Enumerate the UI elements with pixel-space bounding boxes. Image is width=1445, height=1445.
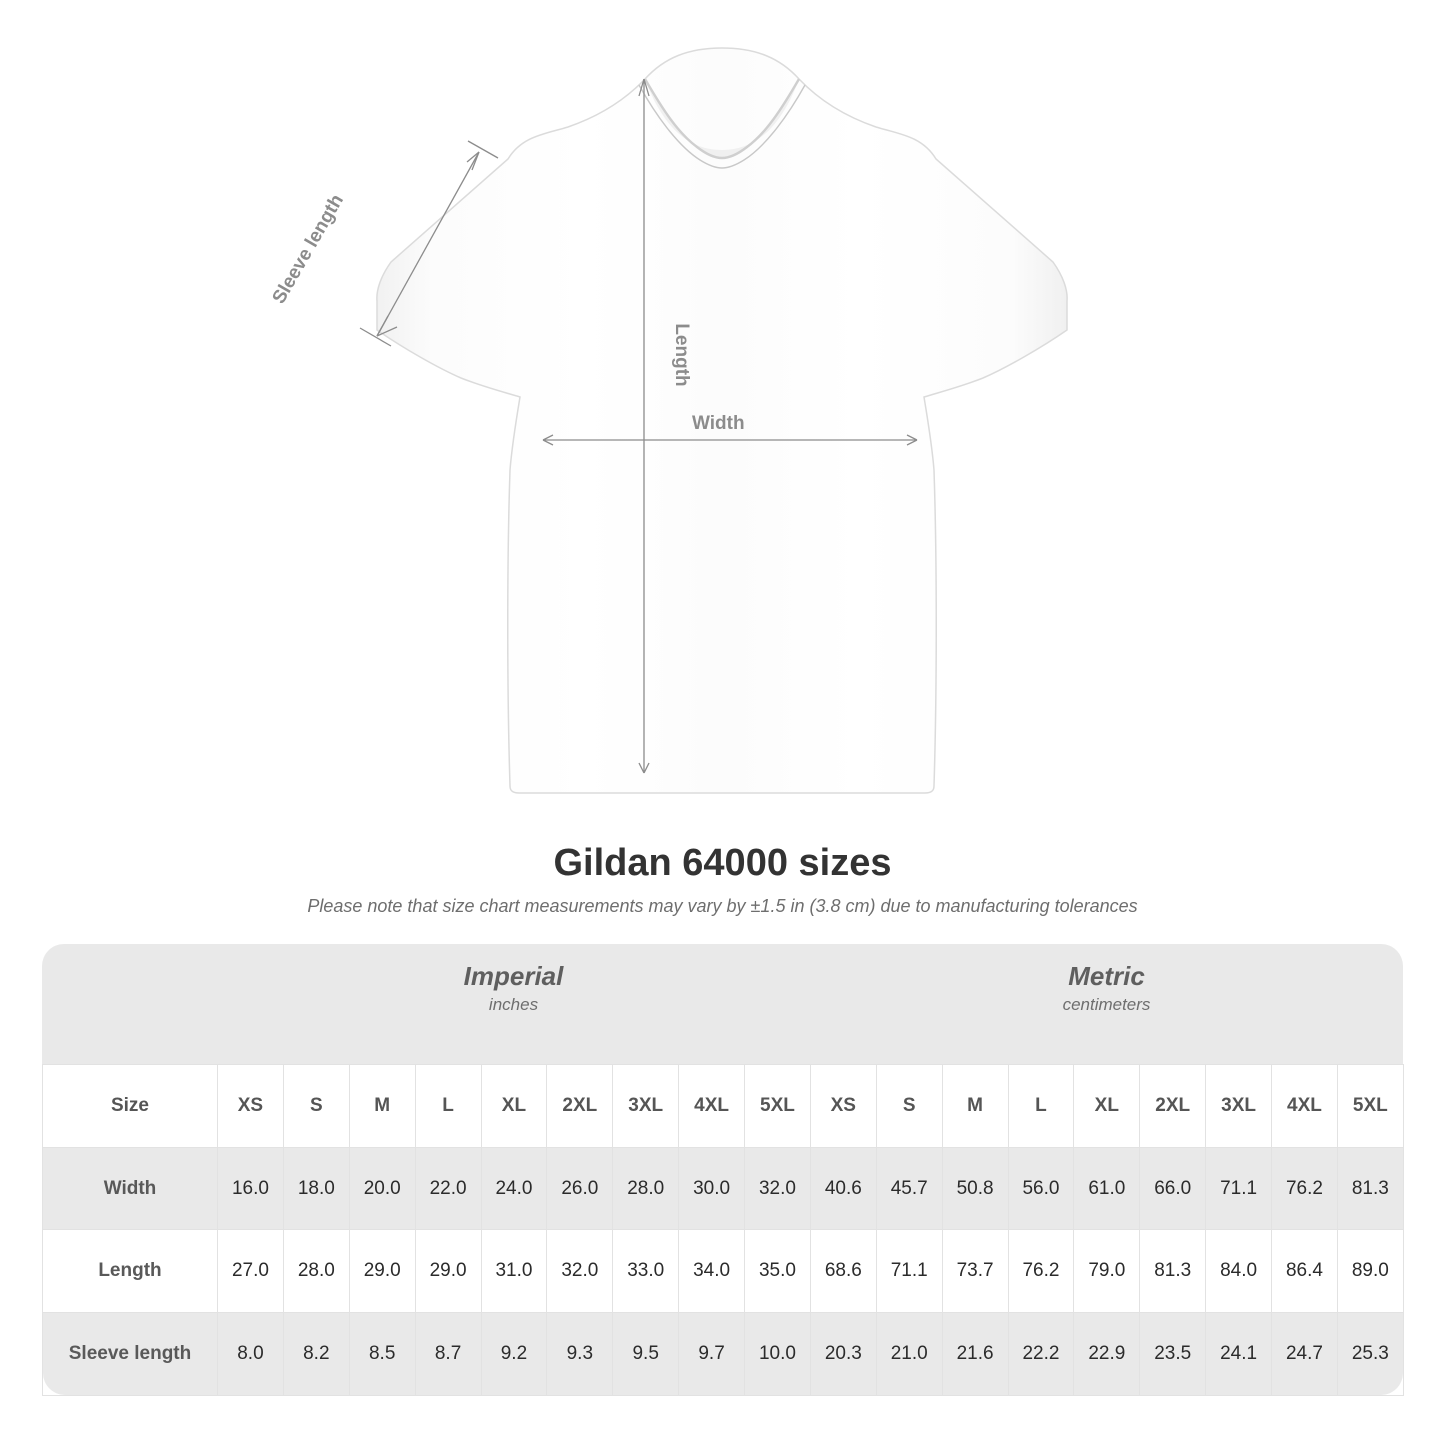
svg-text:Width: Width bbox=[692, 413, 745, 434]
svg-text:Sleeve length: Sleeve length bbox=[269, 191, 348, 308]
svg-text:Length: Length bbox=[671, 323, 692, 386]
